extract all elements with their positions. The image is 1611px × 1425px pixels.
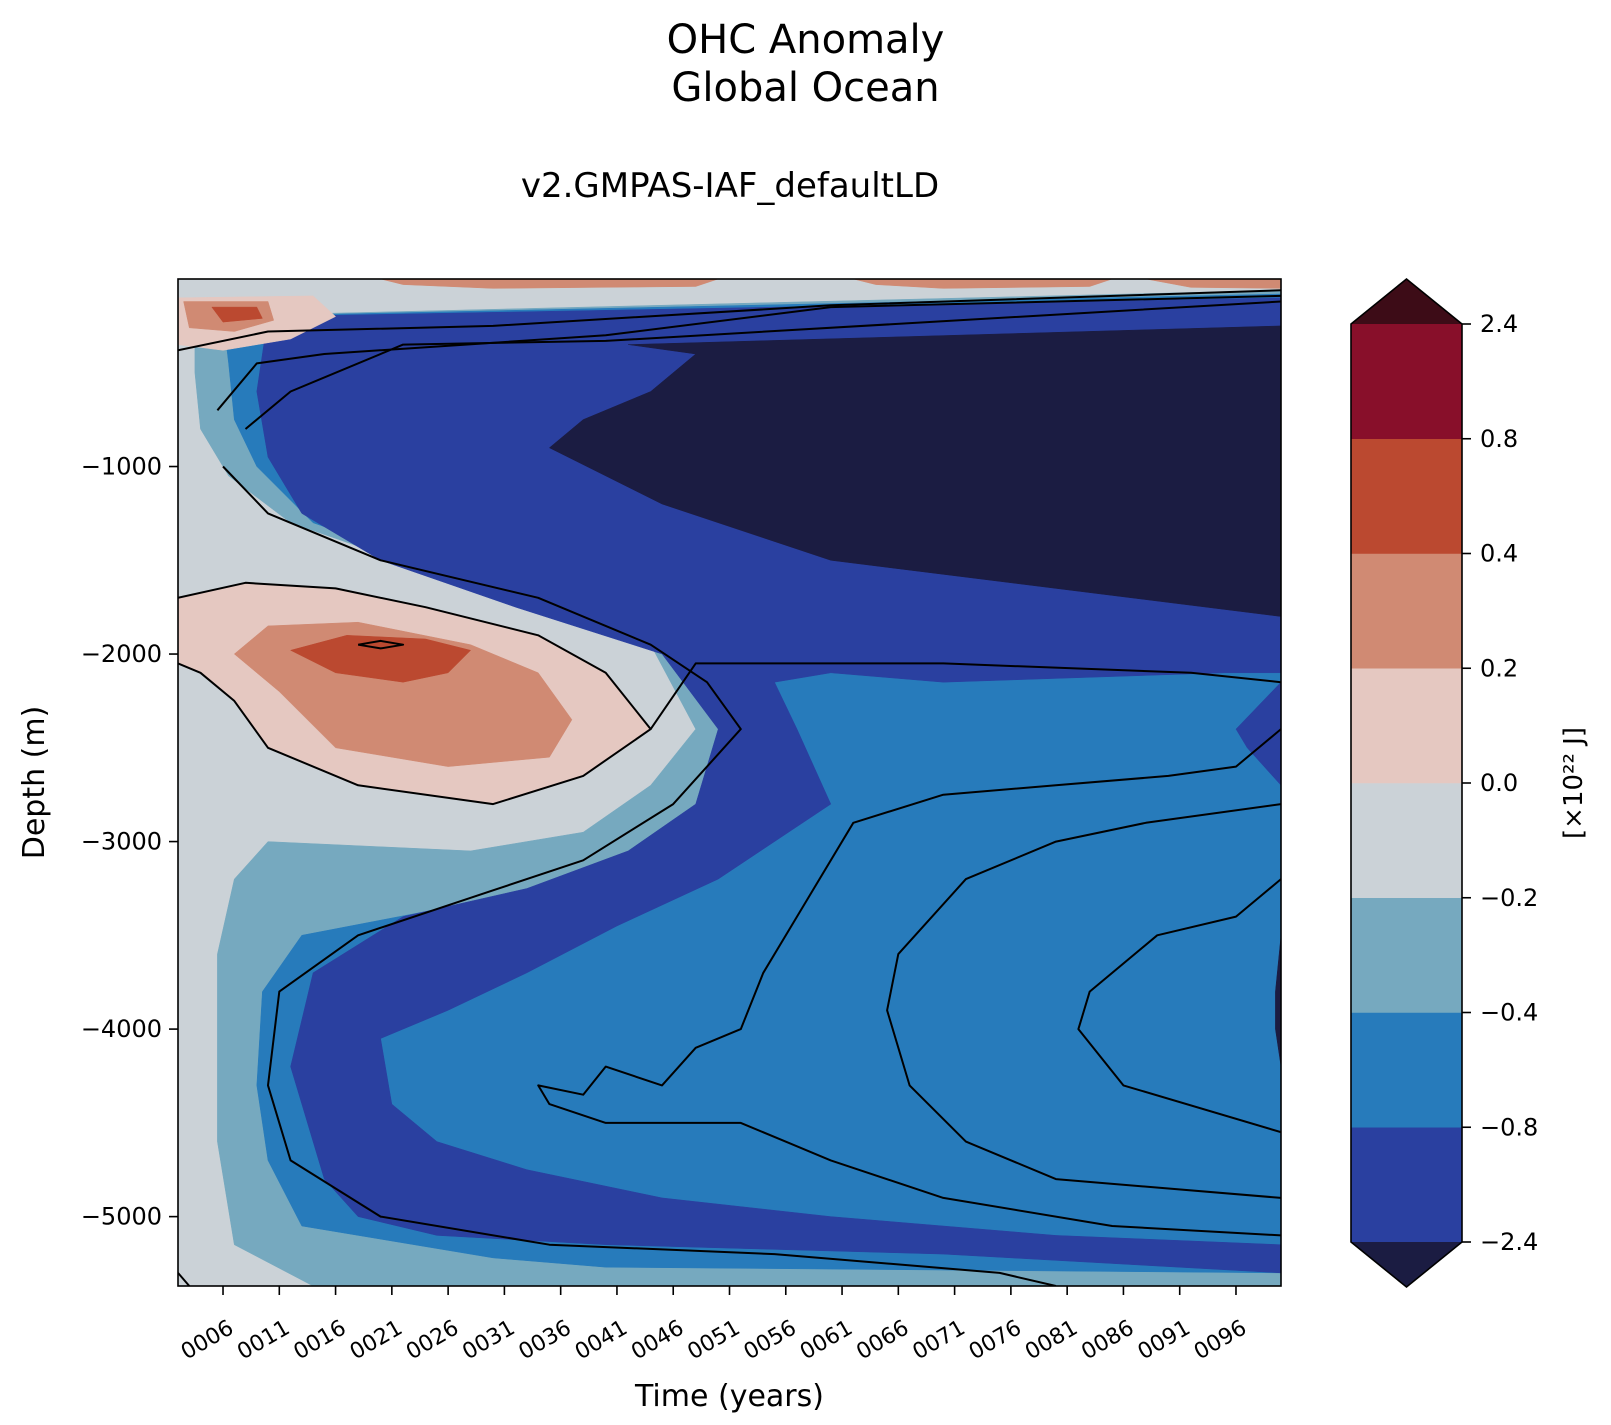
contour-line-3 bbox=[216, 294, 1281, 411]
colorbar-segment bbox=[1350, 438, 1463, 554]
chart-title-line-1: OHC Anomaly bbox=[666, 17, 945, 63]
colorbar-under-extend bbox=[1351, 1242, 1462, 1287]
x-tick-label: 0041 bbox=[571, 1316, 632, 1366]
contour-band-14 bbox=[853, 279, 1113, 289]
x-tick-label: 0051 bbox=[684, 1316, 745, 1366]
x-tick-label: 0076 bbox=[965, 1316, 1026, 1366]
y-tick-label: −3000 bbox=[81, 828, 162, 856]
colorbar-segment bbox=[1350, 897, 1463, 1013]
colorbar-segment bbox=[1350, 782, 1463, 898]
x-tick-label: 0011 bbox=[233, 1316, 294, 1366]
x-axis: 0006001100160021002600310036004100460051… bbox=[177, 1286, 1251, 1365]
x-axis-label: Time (years) bbox=[634, 1379, 824, 1414]
colorbar-tick-label: −2.4 bbox=[1480, 1228, 1538, 1256]
colorbar-segment bbox=[1350, 668, 1463, 784]
contour-line-5 bbox=[649, 662, 1281, 730]
contour-line-7 bbox=[222, 465, 1057, 1286]
contour-line-layer bbox=[178, 289, 1281, 1286]
contour-band-9 bbox=[289, 635, 472, 683]
colorbar-tick-label: −0.2 bbox=[1480, 884, 1538, 912]
colorbar-tick-label: 2.4 bbox=[1480, 310, 1518, 338]
x-tick-label: 0096 bbox=[1190, 1316, 1251, 1366]
x-tick-label: 0066 bbox=[852, 1316, 913, 1366]
y-tick-label: −2000 bbox=[81, 640, 162, 668]
contour-line-10 bbox=[1077, 878, 1281, 1134]
contour-band-5 bbox=[548, 325, 1281, 617]
contour-band-4 bbox=[1235, 681, 1281, 786]
colorbar-segment bbox=[1350, 553, 1463, 669]
colorbar-segment bbox=[1350, 323, 1463, 439]
colorbar-over-extend bbox=[1351, 279, 1462, 324]
x-tick-label: 0071 bbox=[909, 1316, 970, 1366]
colorbar-segment bbox=[1350, 1012, 1463, 1128]
colorbar-tick-label: 0.4 bbox=[1480, 540, 1518, 568]
contour-band-15 bbox=[1145, 279, 1281, 289]
chart-title-line-2: Global Ocean bbox=[671, 65, 940, 111]
x-tick-label: 0046 bbox=[627, 1316, 688, 1366]
x-tick-label: 0086 bbox=[1077, 1316, 1138, 1366]
colorbar-segment bbox=[1350, 1127, 1463, 1243]
contour-band-6 bbox=[1275, 935, 1281, 1067]
x-tick-label: 0056 bbox=[740, 1316, 801, 1366]
colorbar-tick-label: 0.0 bbox=[1480, 769, 1518, 797]
x-tick-label: 0081 bbox=[1021, 1316, 1082, 1366]
y-tick-label: −4000 bbox=[81, 1015, 162, 1043]
y-axis-label: Depth (m) bbox=[17, 706, 52, 860]
contour-band-13 bbox=[380, 279, 719, 289]
contour-line-8 bbox=[537, 728, 1281, 1237]
contour-line-1 bbox=[357, 639, 405, 650]
x-tick-label: 0091 bbox=[1134, 1316, 1195, 1366]
colorbar-tick-label: 0.8 bbox=[1480, 425, 1518, 453]
colorbar-tick-label: −0.4 bbox=[1480, 999, 1538, 1027]
x-tick-label: 0016 bbox=[290, 1316, 351, 1366]
contour-line-0 bbox=[178, 581, 652, 806]
x-tick-label: 0021 bbox=[346, 1316, 407, 1366]
chart-subtitle: v2.GMPAS-IAF_defaultLD bbox=[520, 166, 940, 206]
contour-line-9 bbox=[886, 803, 1281, 1199]
colorbar-tick-label: 0.2 bbox=[1480, 654, 1518, 682]
contour-line-4 bbox=[244, 300, 1281, 430]
x-tick-label: 0026 bbox=[402, 1316, 463, 1366]
contour-line-6 bbox=[178, 1272, 191, 1286]
colorbar-label: [×10²² J] bbox=[1559, 727, 1589, 839]
contour-band-12 bbox=[211, 306, 263, 323]
y-axis: −1000 −2000 −3000 −4000 −5000 bbox=[81, 453, 178, 1231]
colorbar: −2.4 −0.8 −0.4 −0.2 0.0 0.2 0.4 0.8 2.4 bbox=[1350, 277, 1538, 1289]
x-tick-label: 0036 bbox=[515, 1316, 576, 1366]
x-tick-label: 0061 bbox=[796, 1316, 857, 1366]
y-tick-label: −1000 bbox=[81, 453, 162, 481]
x-tick-label: 0006 bbox=[177, 1316, 238, 1366]
contour-fill-layer bbox=[178, 279, 1281, 1286]
contour-line-2 bbox=[178, 289, 1281, 352]
x-tick-label: 0031 bbox=[458, 1316, 519, 1366]
y-tick-label: −5000 bbox=[81, 1203, 162, 1231]
colorbar-tick-label: −0.8 bbox=[1480, 1113, 1538, 1141]
